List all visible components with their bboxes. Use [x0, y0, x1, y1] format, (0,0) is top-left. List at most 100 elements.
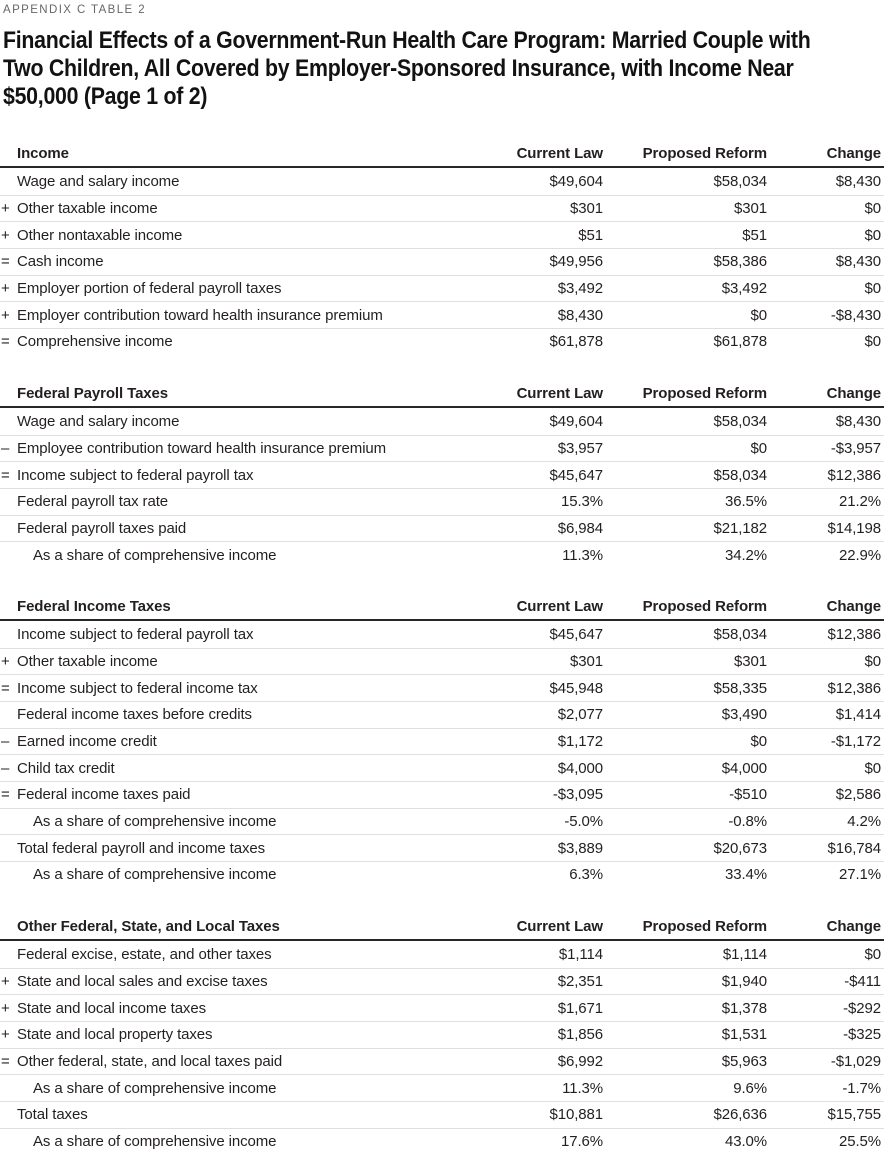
cell-current-law: 11.3% — [562, 1079, 603, 1097]
cell-change: -$325 — [843, 1026, 881, 1044]
row-label: Employee contribution toward health insu… — [17, 439, 387, 457]
table-row: As a share of comprehensive income 11.3% 3… — [0, 541, 884, 568]
cell-change: -$8,430 — [830, 306, 881, 324]
cell-current-law: $6,992 — [557, 1052, 603, 1070]
cell-proposed-reform: $61,878 — [713, 333, 767, 351]
cell-change: $12,386 — [827, 679, 881, 697]
cell-change: -1.7% — [842, 1079, 881, 1097]
cell-current-law: $6,984 — [557, 519, 603, 537]
row-label: State and local income taxes — [17, 999, 206, 1017]
cell-change: $0 — [864, 200, 882, 218]
cell-proposed-reform: 34.2% — [724, 546, 767, 564]
cell-proposed-reform: $0 — [750, 733, 768, 751]
cell-proposed-reform: $58,335 — [713, 679, 767, 697]
kicker: APPENDIX C TABLE 2 — [3, 4, 147, 16]
row-label: Other nontaxable income — [17, 226, 183, 244]
cell-current-law: $1,114 — [558, 945, 603, 963]
tables-container: Income Current Law Proposed Reform Change Wa… — [0, 145, 884, 1154]
cell-current-law: 11.3% — [562, 546, 603, 564]
cell-current-law: $4,000 — [557, 759, 603, 777]
table-row: = Cash income $49,956 $58,386 $8,430 — [0, 248, 884, 275]
cell-current-law: $45,647 — [549, 466, 603, 484]
cell-change: $8,430 — [835, 172, 881, 190]
table-row: + Other taxable income $301 $301 $0 — [0, 194, 884, 222]
cell-change: $0 — [864, 945, 882, 963]
cell-change: $1,414 — [835, 706, 881, 724]
table-row: + State and local property taxes $1,856 $1,… — [0, 1020, 884, 1048]
row-label: Cash income — [17, 253, 104, 271]
cell-current-law: 17.6% — [560, 1132, 603, 1150]
table-row: Federal excise, estate, and other taxes $… — [0, 941, 884, 968]
table-section: Federal Payroll Taxes Current Law Proposed… — [0, 385, 884, 568]
table-row: Federal income taxes before credits $2,07… — [0, 701, 884, 728]
column-header-proposed-reform: Proposed Reform — [642, 917, 767, 935]
cell-change: -$3,957 — [830, 439, 881, 457]
cell-proposed-reform: $26,636 — [713, 1106, 767, 1124]
cell-change: $0 — [864, 280, 882, 298]
page-title: Financial Effects of a Government-Run He… — [3, 27, 811, 111]
table-header-row: Federal Payroll Taxes Current Law Proposed… — [0, 385, 884, 408]
cell-current-law: -$3,095 — [552, 786, 603, 804]
cell-current-law: $45,948 — [549, 679, 603, 697]
section-heading: Federal Payroll Taxes — [17, 384, 169, 402]
cell-change: $12,386 — [827, 466, 881, 484]
cell-proposed-reform: $20,673 — [713, 839, 767, 857]
column-header-current-law: Current Law — [516, 597, 604, 615]
row-operator: = — [1, 466, 10, 484]
table-row: Federal payroll tax rate 15.3% 36.5% 21.2% — [0, 487, 884, 515]
row-label: Wage and salary income — [17, 172, 180, 190]
cell-proposed-reform: $1,531 — [721, 1026, 767, 1044]
row-label: As a share of comprehensive income — [33, 1079, 277, 1097]
cell-proposed-reform: $58,034 — [713, 172, 767, 190]
row-operator: + — [1, 200, 10, 218]
row-operator: = — [1, 333, 10, 351]
column-header-change: Change — [826, 145, 882, 162]
row-operator: + — [1, 1026, 10, 1044]
table-section: Federal Income Taxes Current Law Proposed … — [0, 598, 884, 888]
cell-change: -$411 — [844, 972, 881, 990]
section-heading: Other Federal, State, and Local Taxes — [17, 917, 280, 935]
cell-proposed-reform: $0 — [750, 306, 768, 324]
table-section: Income Current Law Proposed Reform Change Wa… — [0, 145, 884, 355]
cell-change: $12,386 — [827, 625, 881, 643]
section-heading: Income — [17, 145, 69, 162]
cell-change: $0 — [864, 652, 882, 670]
row-label: Income subject to federal payroll tax — [17, 466, 254, 484]
cell-proposed-reform: 9.6% — [733, 1079, 767, 1097]
cell-change: 4.2% — [847, 813, 881, 831]
table-row: Income subject to federal payroll tax $45… — [0, 621, 884, 648]
table-row: = Federal income taxes paid -$3,095 -$510 $2… — [0, 781, 884, 808]
cell-proposed-reform: 33.4% — [724, 866, 767, 884]
cell-proposed-reform: $21,182 — [713, 519, 767, 537]
cell-current-law: $1,856 — [557, 1026, 603, 1044]
table-row: As a share of comprehensive income 17.6% 4… — [0, 1127, 884, 1154]
cell-proposed-reform: $58,034 — [713, 625, 767, 643]
cell-change: $0 — [864, 226, 882, 244]
table-rows: Income subject to federal payroll tax $45… — [0, 621, 884, 888]
table-row: Total federal payroll and income taxes $3… — [0, 834, 884, 861]
column-header-proposed-reform: Proposed Reform — [642, 145, 767, 162]
cell-change: 22.9% — [838, 546, 881, 564]
column-header-current-law: Current Law — [516, 917, 604, 935]
cell-change: $8,430 — [835, 253, 881, 271]
cell-current-law: $3,957 — [557, 439, 603, 457]
table-header-row: Income Current Law Proposed Reform Change — [0, 145, 884, 168]
cell-current-law: $2,351 — [557, 972, 603, 990]
table-row: Federal payroll taxes paid $6,984 $21,182 $… — [0, 514, 884, 542]
cell-proposed-reform: $1,114 — [722, 945, 767, 963]
table-row: + State and local sales and excise taxes $… — [0, 967, 884, 995]
cell-proposed-reform: $301 — [734, 652, 767, 670]
cell-current-law: $61,878 — [549, 333, 603, 351]
table-row: – Employee contribution toward health ins… — [0, 434, 884, 462]
row-label: As a share of comprehensive income — [33, 1132, 277, 1150]
table-section: Other Federal, State, and Local Taxes Cur… — [0, 918, 884, 1154]
cell-change: -$292 — [843, 999, 881, 1017]
column-header-proposed-reform: Proposed Reform — [642, 384, 767, 402]
row-label: Other taxable income — [17, 200, 158, 218]
column-header-current-law: Current Law — [516, 145, 604, 162]
table-row: Total taxes $10,881 $26,636 $15,755 — [0, 1100, 884, 1128]
cell-proposed-reform: $51 — [742, 226, 767, 244]
cell-change: $2,586 — [835, 786, 881, 804]
section-heading: Federal Income Taxes — [17, 597, 171, 615]
cell-change: $16,784 — [827, 839, 881, 857]
